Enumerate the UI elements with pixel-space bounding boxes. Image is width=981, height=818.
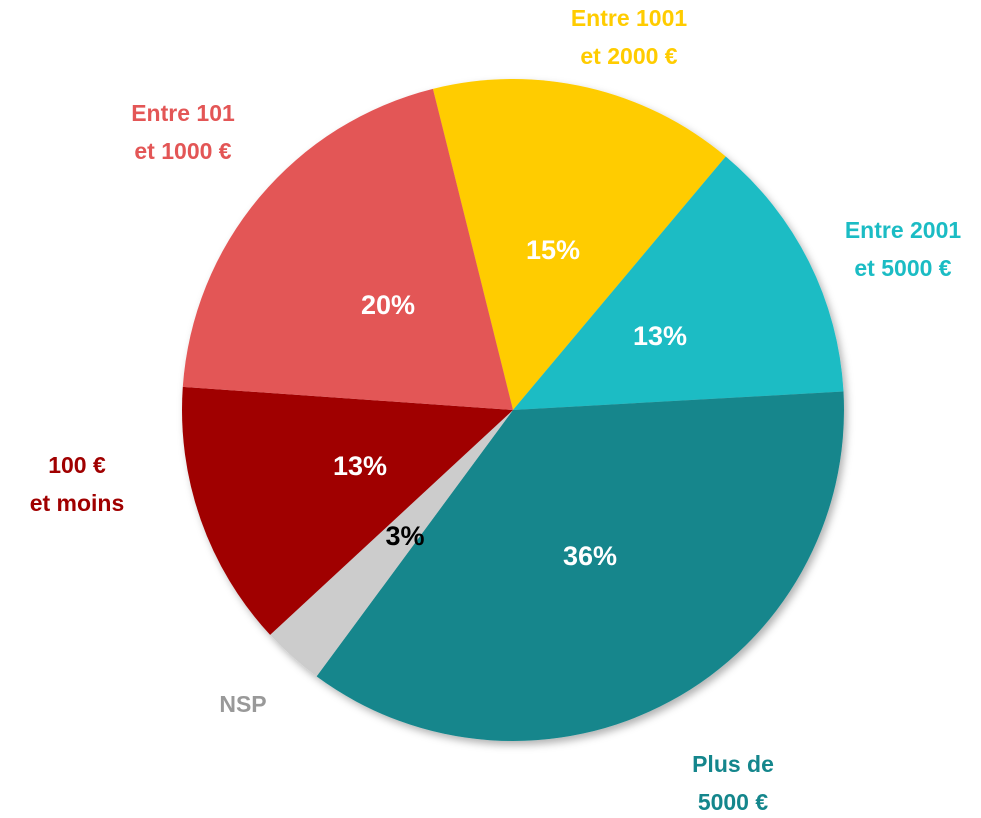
value-label: 15% [526, 235, 580, 265]
value-label: 20% [361, 290, 415, 320]
pie-slice [182, 386, 514, 635]
category-label: Entre 2001 et 5000 € [845, 217, 962, 281]
category-label: Plus de 5000 € [692, 751, 774, 815]
pie-slice [270, 410, 513, 677]
category-label: Entre 1001 et 2000 € [571, 5, 688, 69]
value-label: 13% [633, 321, 687, 351]
value-label: 13% [333, 451, 387, 481]
pie [182, 78, 844, 742]
pie-slice [432, 78, 726, 411]
pie-slice [316, 391, 844, 742]
value-label: 36% [563, 541, 617, 571]
value-label: 3% [385, 521, 424, 551]
category-label: Entre 101 et 1000 € [131, 100, 235, 164]
category-label: 100 € et moins [30, 452, 125, 516]
category-label: NSP [219, 691, 266, 717]
pie-slice [182, 88, 513, 410]
pie-slice [513, 156, 844, 410]
